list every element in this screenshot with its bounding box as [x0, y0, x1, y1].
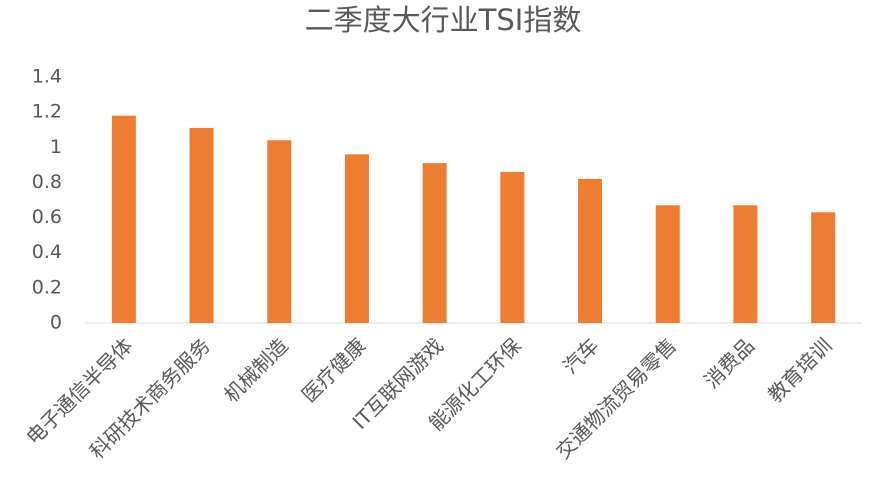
y-tick-label: 0.4: [32, 241, 62, 263]
y-tick-label: 1: [50, 136, 62, 158]
chart-title: 二季度大行业TSI指数: [305, 3, 582, 37]
bar: [500, 171, 525, 323]
bar: [578, 178, 603, 323]
bar: [655, 205, 680, 323]
bar: [422, 163, 447, 323]
y-tick-label: 1.4: [32, 66, 62, 88]
y-tick-label: 0.2: [32, 276, 62, 298]
y-tick-label: 0.8: [32, 171, 62, 193]
bar: [267, 140, 292, 323]
y-tick-label: 0: [50, 312, 62, 334]
bar: [189, 127, 214, 323]
bar: [111, 115, 136, 324]
x-tick-label: 消费品: [699, 333, 758, 392]
x-tick-label: 医疗健康: [297, 333, 371, 407]
x-tick-label: 汽车: [558, 333, 603, 378]
y-tick-label: 1.2: [32, 101, 62, 123]
bar: [811, 212, 836, 323]
x-tick-label: 机械制造: [219, 333, 293, 407]
y-tick-label: 0.6: [32, 206, 62, 228]
x-tick-label: 教育培训: [763, 333, 837, 407]
bar: [344, 154, 369, 323]
bar: [733, 205, 758, 323]
